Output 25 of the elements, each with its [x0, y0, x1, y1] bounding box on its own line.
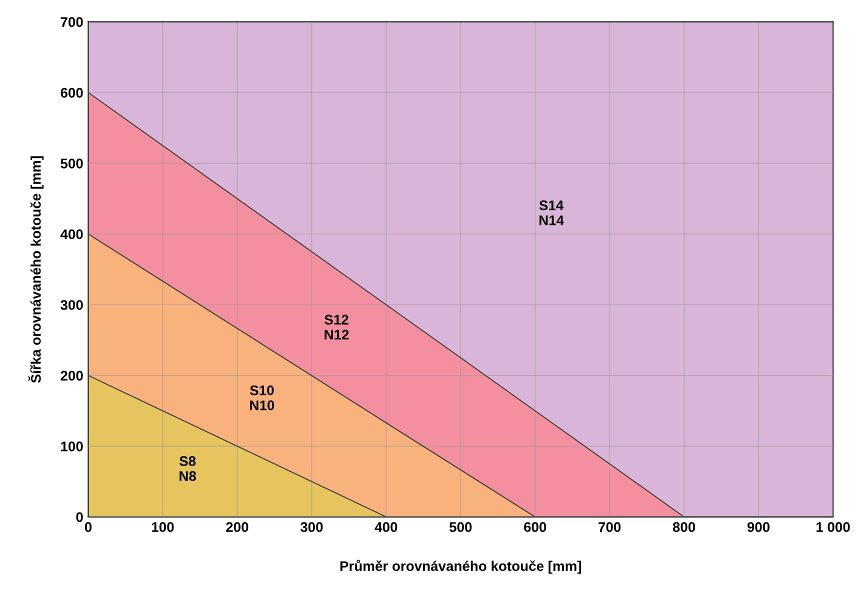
series-label: S10 N10: [250, 385, 274, 410]
series-label: S14 N14: [539, 200, 564, 226]
x-tick-label: 500: [449, 522, 472, 532]
series-label: S12 N12: [324, 314, 349, 340]
x-tick-label: 400: [374, 522, 398, 532]
x-tick-label: 1 000: [816, 522, 850, 532]
y-tick-label: 200: [60, 370, 83, 381]
y-tick-label: 100: [61, 442, 83, 452]
x-tick-label: 900: [747, 522, 770, 532]
y-tick-label: 600: [60, 88, 83, 98]
y-tick-label: 0: [76, 512, 83, 522]
x-tick-label: 800: [672, 522, 696, 532]
y-axis-title: Šířka orovnávaného kotouče [mm]: [28, 156, 44, 383]
y-tick-label: 300: [60, 300, 83, 310]
x-tick-label: 200: [226, 522, 248, 532]
x-tick-label: 100: [152, 522, 174, 532]
x-tick-label: 0: [84, 522, 92, 532]
x-tick-label: 600: [524, 522, 546, 532]
x-axis-title: Průměr orovnávaného kotouče [mm]: [340, 560, 582, 574]
y-tick-label: 400: [60, 229, 83, 240]
y-tick-label: 700: [60, 17, 83, 27]
series-label: S8 N8: [179, 456, 196, 481]
x-tick-label: 700: [598, 522, 621, 532]
y-tick-label: 500: [60, 158, 83, 168]
x-tick-label: 300: [300, 522, 323, 532]
